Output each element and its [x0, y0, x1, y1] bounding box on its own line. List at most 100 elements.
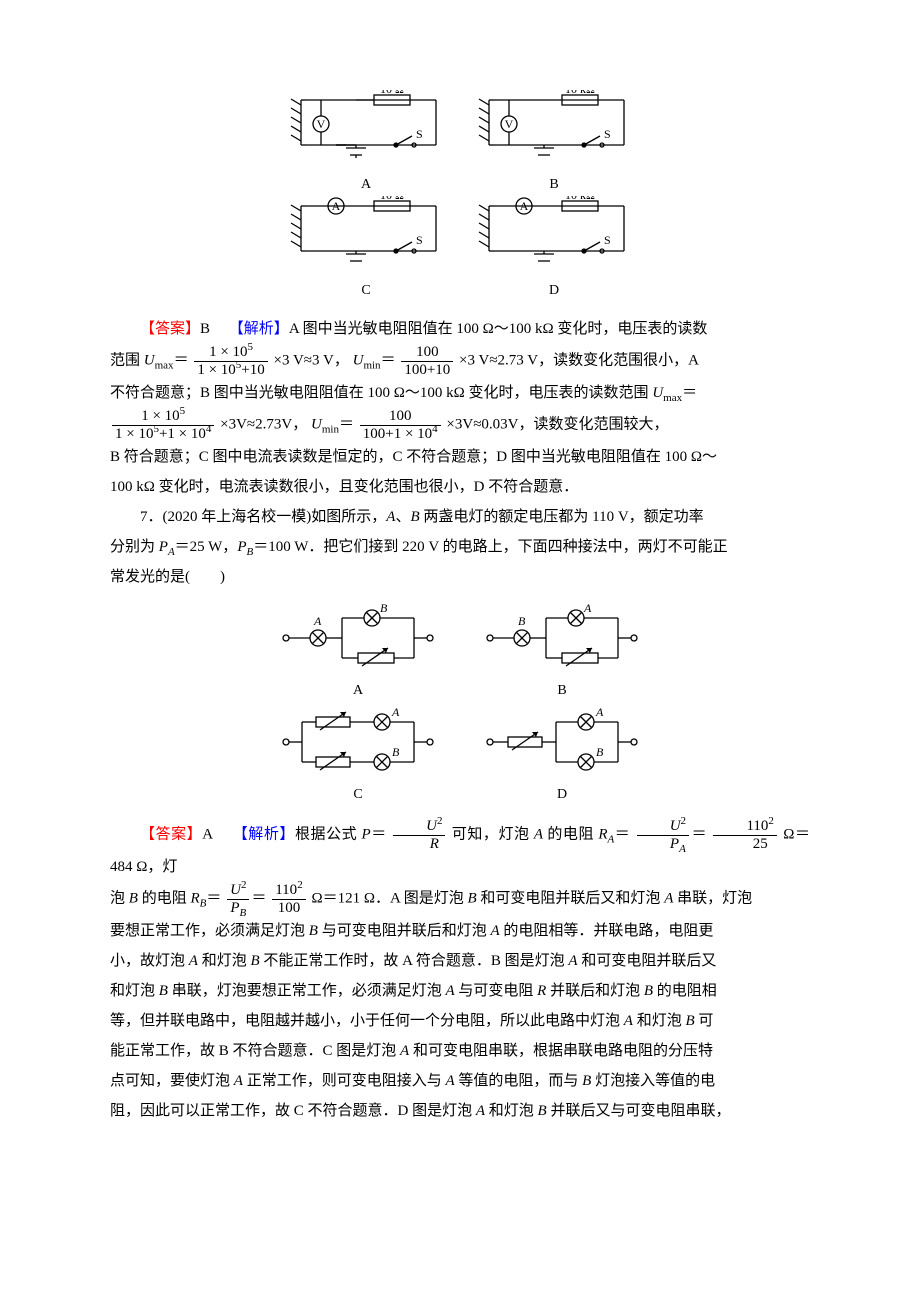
row5a: 和灯泡	[110, 983, 159, 999]
RA-l: R	[598, 826, 607, 842]
row8d: 灯泡接入等值的电	[591, 1073, 715, 1089]
ans2-p4: 小，故灯泡 A 和灯泡 B 不能正常工作时，故 A 符合题意．B 图是灯泡 A …	[110, 946, 810, 976]
lampB-label: B	[518, 614, 526, 628]
PA-s: A	[168, 546, 175, 558]
res-10-label: 10 Ω	[380, 196, 404, 202]
switch-s-label: S	[416, 233, 423, 247]
row4d: 和可变电阻并联后又	[578, 953, 717, 969]
row4B: B	[250, 953, 259, 969]
fig1-label-D: D	[549, 284, 559, 298]
ans2-analysis: 【解析】	[233, 826, 295, 842]
row8Ai: A	[445, 1073, 454, 1089]
row6mid: 和灯泡	[633, 1013, 686, 1029]
row5c: 与可变电阻	[455, 983, 538, 999]
circuit-svg-2C: A B	[274, 704, 442, 786]
ans1-para6: 100 kΩ 变化时，电流表读数很小，且变化范围也很小，D 不符合题意．	[110, 472, 810, 502]
fig1-label-C: C	[361, 284, 370, 298]
figure-1-row-2: A 10 Ω S C	[286, 196, 634, 298]
PAs: A	[679, 843, 686, 855]
row3-Umax: U	[652, 385, 663, 401]
PA2: P	[670, 836, 679, 852]
res-10k-label: 10 kΩ	[565, 90, 595, 96]
circuit-2-B: B A B	[478, 600, 646, 698]
ans2-p7: 能正常工作，故 B 不符合题意．C 图是灯泡 A 和可变电阻串联，根据串联电路电…	[110, 1036, 810, 1066]
row7: 能正常工作，故 B 不符合题意．C 图是灯泡	[110, 1043, 400, 1059]
circuit-2-C: A B C	[274, 704, 442, 802]
q7-B: B	[410, 509, 419, 525]
q7-body2: 两盏电灯的额定电压都为 110 V，额定功率	[420, 509, 704, 525]
circuit-2-D: A B D	[478, 704, 646, 802]
analysis-label: 【解析】	[229, 321, 289, 337]
lampB-label: B	[380, 601, 388, 615]
tail2: ×3 V≈2.73 V，读数变化范围很小，A	[459, 352, 699, 368]
row3B: B	[309, 923, 318, 939]
lampA-label: A	[391, 705, 400, 719]
circuit-svg-1A: V 10 Ω S	[286, 90, 446, 176]
row8b: 正常工作，则可变电阻接入与	[243, 1073, 446, 1089]
circuit-svg-1C: A 10 Ω S	[286, 196, 446, 282]
q7-body3a: 分别为	[110, 539, 159, 555]
frac1-num-sup: 5	[248, 341, 254, 353]
row9B: B	[538, 1103, 547, 1119]
eq2: ＝	[614, 826, 630, 842]
100: 100	[272, 900, 305, 917]
row4Ai: A	[568, 953, 577, 969]
row5A: A	[445, 983, 454, 999]
figure-2: A B A	[110, 600, 810, 808]
frac3: 1 × 105 1 × 105+1 × 104	[112, 408, 214, 442]
q7-num: 7．	[140, 509, 163, 525]
PB-v: ＝100 W．把它们接到 220 V 的电路上，下面四种接法中，两灯不可能正	[253, 539, 727, 555]
U2: U	[670, 818, 681, 834]
fig1-label-B: B	[549, 178, 558, 192]
res-10-label: 10 Ω	[380, 90, 404, 96]
P: P	[362, 826, 371, 842]
lampB-label: B	[392, 745, 400, 759]
circuit-1-D: A 10 kΩ S D	[474, 196, 634, 298]
ans1-para3: 不符合题意；B 图中当光敏电阻阻值在 100 Ω～100 kΩ 变化时，电压表的…	[110, 378, 810, 408]
row4c: 不能正常工作时，故 A 符合题意．B 图是灯泡	[260, 953, 569, 969]
q7-sep: 、	[395, 509, 410, 525]
row8c: 等值的电阻，而与	[455, 1073, 583, 1089]
row9A: A	[476, 1103, 485, 1119]
PA-v: ＝25 W，	[175, 539, 238, 555]
fig2-label-D: D	[557, 788, 567, 802]
110: 110	[746, 818, 768, 834]
eq: ＝	[371, 826, 387, 842]
row3-Umax-sub: max	[663, 392, 682, 404]
t3: 的电阻	[543, 826, 598, 842]
ans2-p6: 等，但并联电路中，电阻越并越小，小于任何一个分电阻，所以此电路中灯泡 A 和灯泡…	[110, 1006, 810, 1036]
row7A: A	[400, 1043, 409, 1059]
answer-letter: B	[200, 321, 210, 337]
times3v: ×3 V≈3 V，	[274, 352, 349, 368]
ans2-p2: 泡 B 的电阻 RB＝ U2 PB ＝ 1102 100 Ω＝121 Ω．A 图…	[110, 882, 810, 916]
switch-s-label: S	[416, 127, 423, 141]
row8a: 点可知，要使灯泡	[110, 1073, 234, 1089]
fracPU2R: U2 R	[393, 818, 445, 852]
row9mid: 和灯泡	[485, 1103, 538, 1119]
eq2: ＝	[381, 352, 396, 368]
q7-p1: 7．(2020 年上海名校一模)如图所示，A、B 两盏电灯的额定电压都为 110…	[110, 502, 810, 532]
row2tail: Ω＝121 Ω．A 图是灯泡	[311, 890, 467, 906]
circuit-svg-2A: A B	[274, 600, 442, 682]
frac1: 1 × 105 1 × 105+10	[194, 344, 267, 378]
circuit-svg-2B: B A	[478, 600, 646, 682]
fig2-label-A: A	[353, 684, 363, 698]
Ai: A	[664, 890, 673, 906]
frac4-den-a: 100+1 × 10	[363, 426, 432, 442]
ans2-prefix: 【答案】	[140, 826, 202, 842]
row3: 不符合题意；B 图中当光敏电阻阻值在 100 Ω～100 kΩ 变化时，电压表的…	[110, 385, 652, 401]
frac3-den-a: 1 × 10	[115, 426, 153, 442]
ans2-p9: 阻，因此可以正常工作，故 C 不符合题意．D 图是灯泡 A 和灯泡 B 并联后又…	[110, 1096, 810, 1126]
row9: 阻，因此可以正常工作，故 C 不符合题意．D 图是灯泡	[110, 1103, 476, 1119]
figure-2-row-1: A B A	[274, 600, 646, 698]
row5e: 的电阻相	[653, 983, 717, 999]
figure-1-row-1: V 10 Ω S A	[286, 90, 634, 192]
ans2-t1: 根据公式	[295, 826, 362, 842]
row3A: A	[490, 923, 499, 939]
110b: 110	[275, 882, 297, 898]
lampA-label: A	[595, 705, 604, 719]
ans1-para4: 1 × 105 1 × 105+1 × 104 ×3V≈2.73V， Umin＝…	[110, 408, 810, 442]
U3: U	[230, 882, 241, 898]
R: R	[430, 836, 439, 852]
Umin2-sub: min	[322, 423, 339, 435]
